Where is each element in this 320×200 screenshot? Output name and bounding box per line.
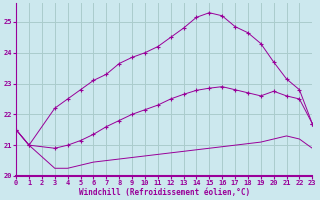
- X-axis label: Windchill (Refroidissement éolien,°C): Windchill (Refroidissement éolien,°C): [79, 188, 250, 197]
